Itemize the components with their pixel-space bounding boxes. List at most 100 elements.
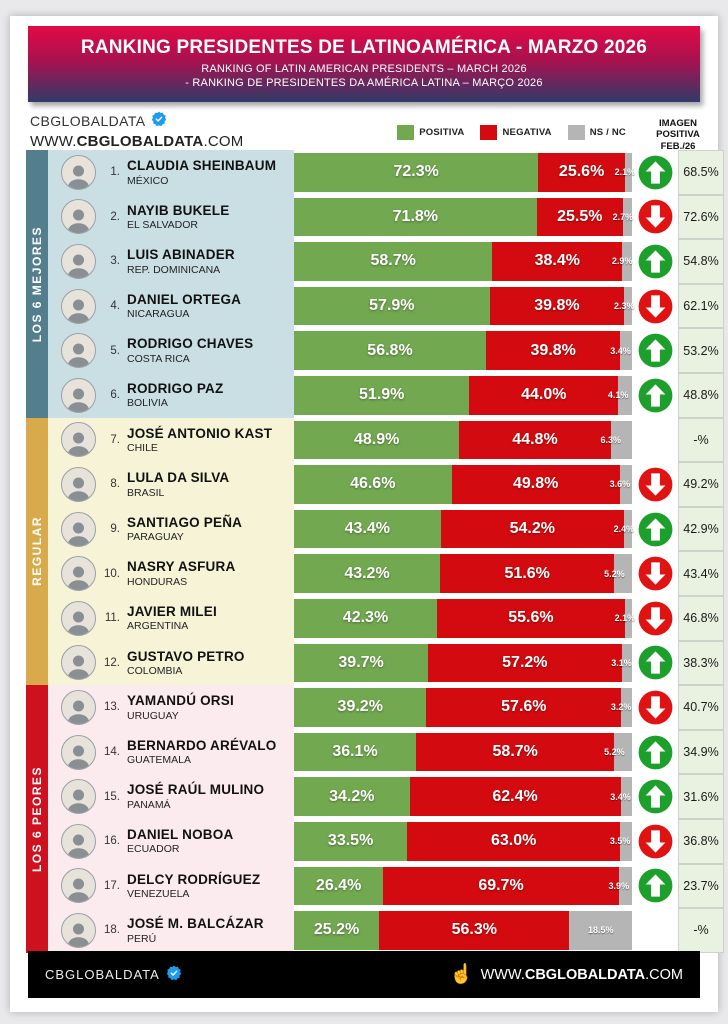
negativa-segment: 44.8% <box>459 420 611 460</box>
person-avatar-icon <box>67 432 90 457</box>
nsnc-label: NS / NC <box>589 127 626 138</box>
president-name-block: LUIS ABINADER REP. DOMINICANA <box>127 247 235 276</box>
president-info: 12. GUSTAVO PETRO COLOMBIA <box>48 641 294 686</box>
approval-bar: 33.5% 63.0% 3.5% <box>294 821 632 861</box>
infographic-page: RANKING PRESIDENTES DE LATINOAMÉRICA - M… <box>10 16 724 1012</box>
positiva-value: 48.9% <box>353 430 400 448</box>
person-avatar-icon <box>67 254 90 278</box>
rank-number: 5. <box>110 344 120 357</box>
trend-cell <box>632 462 678 507</box>
trend-cell <box>632 372 678 418</box>
rank-number: 9. <box>110 523 120 536</box>
approval-bar: 39.2% 57.6% 3.2% <box>294 688 632 727</box>
positiva-segment: 43.2% <box>294 554 441 593</box>
positiva-value: 39.2% <box>337 698 383 716</box>
negativa-segment: 57.2% <box>428 643 622 683</box>
negativa-value: 39.8% <box>530 341 576 359</box>
ranking-group-1: LOS 6 MEJORES 1. CLAUDIA SHEINBAUM MÉXICO 72… <box>26 150 724 418</box>
negativa-segment: 51.6% <box>440 554 615 593</box>
negativa-swatch <box>480 125 498 140</box>
trend-down-icon <box>638 601 672 636</box>
imagen-feb-value: 48.8% <box>678 372 724 418</box>
president-avatar <box>61 288 96 324</box>
verified-badge-icon <box>166 965 182 984</box>
positiva-segment: 26.4% <box>294 866 384 906</box>
imagen-header-line2: POSITIVA <box>656 129 700 141</box>
positiva-segment: 51.9% <box>294 375 470 415</box>
person-avatar-icon <box>67 834 90 858</box>
footer-website: ☝ WWW.CBGLOBALDATA.COM <box>450 965 683 984</box>
imagen-feb-value: 62.1% <box>678 283 724 329</box>
president-name: RODRIGO CHAVES <box>127 336 254 352</box>
positiva-label: POSITIVA <box>419 127 465 138</box>
footer-site-bold: CBGLOBALDATA <box>524 966 646 983</box>
rank-number: 6. <box>110 389 120 402</box>
ranking-table: LOS 6 MEJORES 1. CLAUDIA SHEINBAUM MÉXICO 72… <box>26 150 724 953</box>
negativa-value: 58.7% <box>492 743 538 761</box>
trend-down-icon <box>638 690 672 725</box>
president-avatar <box>61 823 96 859</box>
imagen-feb-value: 54.8% <box>678 239 724 284</box>
negativa-segment: 55.6% <box>436 598 625 638</box>
brand-website: WWW.CBGLOBALDATA.COM <box>30 133 243 150</box>
approval-bar-cell: 72.3% 25.6% 2.1% <box>294 150 635 195</box>
president-name: DANIEL ORTEGA <box>127 291 242 307</box>
president-country: COLOMBIA <box>127 665 183 678</box>
approval-bar-cell: 51.9% 44.0% 4.1% <box>294 372 632 418</box>
president-avatar <box>61 243 96 279</box>
approval-bar: 51.9% 44.0% 4.1% <box>294 375 632 415</box>
imagen-feb-value: 34.9% <box>678 729 724 775</box>
imagen-header-line1: IMAGEN <box>659 118 697 129</box>
president-name-block: JOSÉ RAÚL MULINO PANAMÁ <box>127 782 264 811</box>
negativa-value: 62.4% <box>492 787 538 805</box>
trend-down-icon <box>638 824 672 859</box>
approval-bar-cell: 71.8% 25.5% 2.7% <box>294 194 633 240</box>
president-info: 1. CLAUDIA SHEINBAUM MÉXICO <box>48 150 294 195</box>
president-country: REP. DOMINICANA <box>127 263 221 276</box>
person-avatar-icon <box>67 209 90 234</box>
approval-bar: 26.4% 69.7% 3.9% <box>294 866 632 906</box>
president-country: PANAMÁ <box>127 798 171 811</box>
president-avatar <box>61 556 96 592</box>
approval-bar: 57.9% 39.8% 2.3% <box>294 286 635 326</box>
president-avatar <box>61 689 96 725</box>
nsnc-segment <box>620 331 632 370</box>
nsnc-segment <box>610 420 632 460</box>
footer-site-text: WWW.CBGLOBALDATA.COM <box>481 967 683 983</box>
negativa-value: 38.4% <box>534 252 580 270</box>
positiva-segment: 33.5% <box>294 821 408 861</box>
president-name-block: DANIEL NOBOA ECUADOR <box>127 827 233 856</box>
rank-number: 17. <box>104 879 120 892</box>
nsnc-value: 2.3% <box>613 301 635 312</box>
negativa-segment: 39.8% <box>485 331 621 370</box>
nsnc-segment <box>624 153 632 192</box>
site-suffix: .COM <box>203 133 244 150</box>
nsnc-value: 3.1% <box>611 657 632 668</box>
nsnc-value: 6.3% <box>600 434 621 445</box>
nsnc-swatch <box>567 125 585 140</box>
trend-cell <box>632 551 678 596</box>
positiva-segment: 39.7% <box>294 643 429 683</box>
trend-up-icon <box>638 378 672 413</box>
person-avatar-icon <box>67 165 90 189</box>
nsnc-segment <box>624 598 632 638</box>
nsnc-segment <box>620 777 632 816</box>
president-country: MÉXICO <box>127 174 169 187</box>
person-avatar-icon <box>67 388 90 412</box>
nsnc-segment <box>618 866 632 906</box>
approval-bar: 39.7% 57.2% 3.1% <box>294 643 632 683</box>
rank-number: 8. <box>110 478 120 491</box>
president-name-block: LULA DA SILVA BRASIL <box>127 470 229 499</box>
approval-bar: 36.1% 58.7% 5.2% <box>294 732 632 772</box>
page-title: RANKING PRESIDENTES DE LATINOAMÉRICA - M… <box>80 37 648 58</box>
trend-down-icon <box>638 289 672 323</box>
rank-number: 11. <box>104 612 120 625</box>
president-name: SANTIAGO PEÑA <box>127 514 243 530</box>
positiva-value: 34.2% <box>329 787 375 805</box>
approval-bar-cell: 39.2% 57.6% 3.2% <box>294 685 632 730</box>
imagen-feb-value: 43.4% <box>678 551 724 596</box>
positiva-value: 72.3% <box>393 163 439 181</box>
nsnc-value: 3.5% <box>609 836 631 847</box>
rank-number: 7. <box>110 433 120 446</box>
negativa-value: 44.0% <box>521 386 567 404</box>
